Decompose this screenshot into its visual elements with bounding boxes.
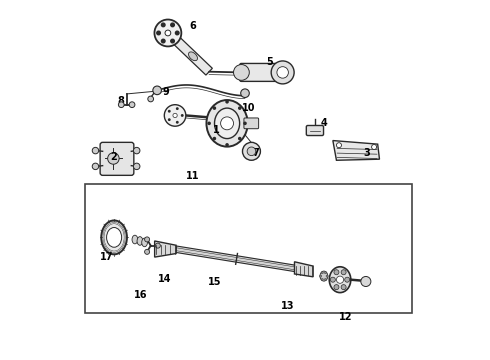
- Circle shape: [171, 39, 174, 43]
- Ellipse shape: [137, 237, 143, 245]
- Text: 14: 14: [158, 274, 171, 284]
- Circle shape: [334, 285, 339, 290]
- Circle shape: [207, 122, 211, 125]
- Ellipse shape: [142, 238, 147, 247]
- Polygon shape: [155, 241, 176, 257]
- Circle shape: [157, 31, 160, 35]
- Circle shape: [92, 147, 98, 154]
- Circle shape: [181, 114, 184, 117]
- Circle shape: [165, 30, 171, 36]
- Circle shape: [145, 249, 149, 255]
- Ellipse shape: [101, 220, 127, 255]
- Circle shape: [243, 122, 247, 125]
- Circle shape: [155, 243, 160, 248]
- Circle shape: [213, 137, 216, 140]
- Circle shape: [344, 277, 350, 282]
- Ellipse shape: [206, 100, 247, 147]
- Text: 4: 4: [320, 118, 327, 128]
- Circle shape: [324, 278, 326, 280]
- Circle shape: [175, 31, 179, 35]
- Circle shape: [361, 276, 371, 287]
- Text: 16: 16: [134, 291, 148, 301]
- Circle shape: [324, 271, 326, 274]
- Text: 1: 1: [213, 125, 220, 135]
- Text: 9: 9: [163, 87, 170, 97]
- FancyBboxPatch shape: [306, 126, 323, 135]
- Circle shape: [238, 137, 242, 140]
- Text: 6: 6: [190, 21, 196, 31]
- Text: 2: 2: [111, 152, 118, 162]
- Text: 12: 12: [339, 312, 352, 322]
- Circle shape: [92, 163, 98, 170]
- Circle shape: [145, 237, 149, 242]
- Ellipse shape: [329, 267, 351, 293]
- Circle shape: [247, 147, 256, 156]
- Polygon shape: [175, 246, 310, 274]
- Polygon shape: [173, 37, 212, 75]
- Circle shape: [271, 61, 294, 84]
- Circle shape: [330, 277, 335, 282]
- Circle shape: [161, 23, 165, 27]
- Bar: [85, 184, 412, 313]
- Circle shape: [326, 275, 328, 277]
- Circle shape: [371, 144, 377, 149]
- Ellipse shape: [154, 19, 181, 46]
- Circle shape: [133, 147, 140, 154]
- Circle shape: [153, 86, 161, 95]
- Circle shape: [168, 110, 171, 113]
- Ellipse shape: [189, 52, 197, 61]
- Ellipse shape: [320, 271, 328, 281]
- Text: 8: 8: [118, 96, 125, 106]
- FancyBboxPatch shape: [240, 63, 283, 81]
- Ellipse shape: [107, 228, 122, 247]
- Circle shape: [161, 39, 165, 43]
- Polygon shape: [333, 140, 379, 160]
- Text: 5: 5: [267, 57, 273, 67]
- Circle shape: [277, 67, 289, 78]
- Circle shape: [176, 121, 179, 124]
- Circle shape: [337, 143, 342, 148]
- Circle shape: [238, 106, 242, 110]
- Circle shape: [213, 106, 216, 110]
- Text: 3: 3: [364, 148, 370, 158]
- Circle shape: [234, 64, 249, 80]
- Circle shape: [108, 153, 119, 164]
- Circle shape: [171, 23, 174, 27]
- Ellipse shape: [164, 105, 186, 126]
- Circle shape: [341, 270, 346, 275]
- Text: 15: 15: [208, 277, 221, 287]
- Ellipse shape: [132, 235, 138, 244]
- Text: 13: 13: [281, 301, 295, 311]
- Circle shape: [220, 117, 234, 130]
- Circle shape: [148, 96, 153, 102]
- Circle shape: [321, 271, 323, 274]
- Circle shape: [241, 89, 249, 98]
- Circle shape: [243, 142, 260, 160]
- Text: 17: 17: [100, 252, 114, 262]
- Text: 10: 10: [242, 103, 255, 113]
- FancyBboxPatch shape: [100, 142, 134, 175]
- Circle shape: [176, 107, 179, 110]
- Circle shape: [334, 270, 339, 275]
- Circle shape: [337, 276, 343, 283]
- Circle shape: [341, 285, 346, 290]
- Circle shape: [225, 100, 229, 104]
- Circle shape: [321, 278, 323, 280]
- Text: 7: 7: [252, 148, 259, 158]
- Circle shape: [319, 275, 322, 277]
- Polygon shape: [294, 262, 313, 277]
- Circle shape: [168, 118, 171, 121]
- Circle shape: [119, 102, 124, 108]
- FancyBboxPatch shape: [244, 118, 259, 129]
- Text: 11: 11: [186, 171, 200, 181]
- Ellipse shape: [215, 108, 240, 139]
- Circle shape: [133, 163, 140, 170]
- Circle shape: [173, 113, 177, 118]
- Circle shape: [225, 143, 229, 147]
- Circle shape: [129, 102, 135, 108]
